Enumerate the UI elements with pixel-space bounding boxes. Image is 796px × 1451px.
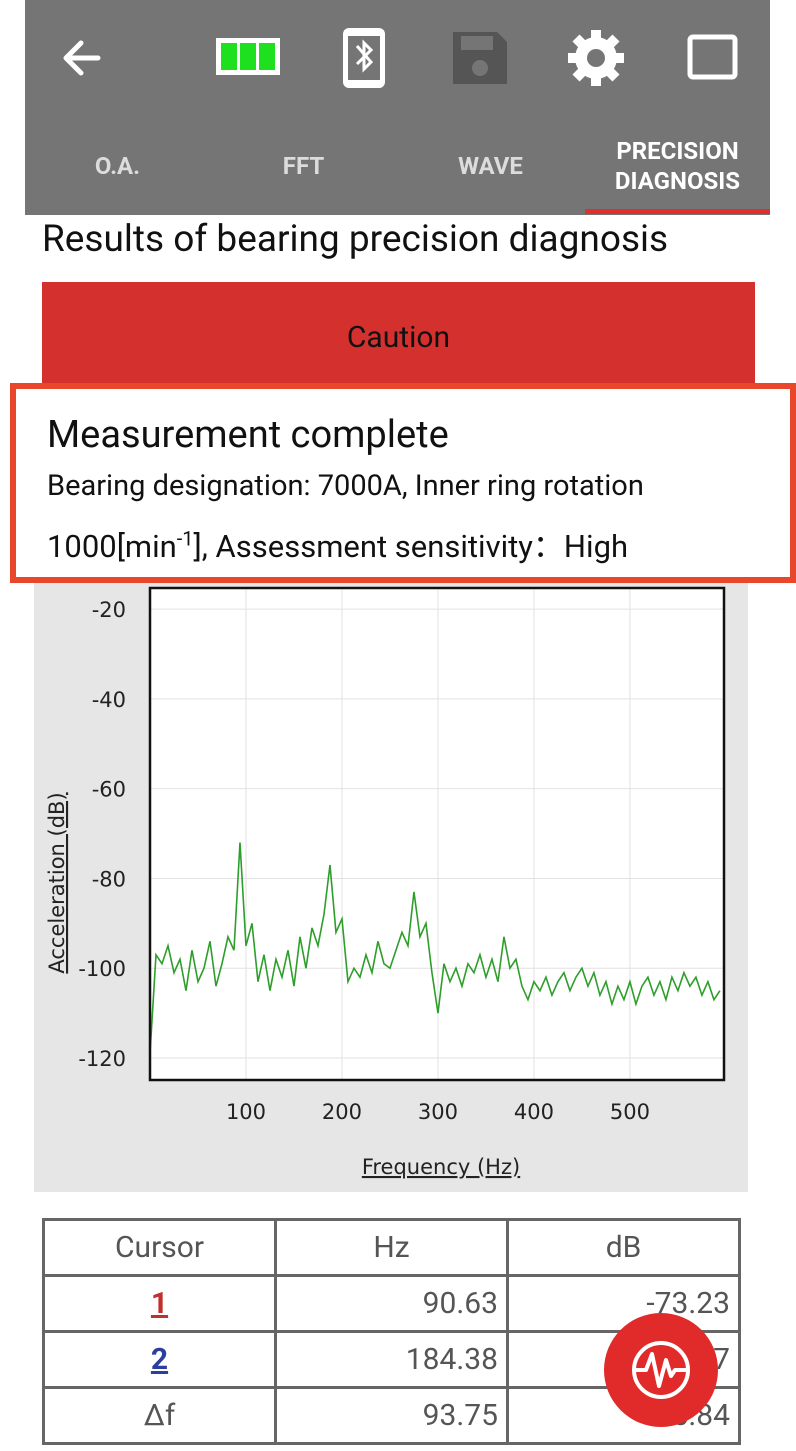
back-button[interactable]	[63, 40, 101, 76]
save-icon	[453, 32, 507, 84]
tab-line: DIAGNOSIS	[614, 167, 741, 195]
app-bar	[25, 0, 770, 215]
status-banner: Caution	[42, 282, 755, 394]
y-tick-label: -20	[92, 598, 126, 622]
tab[interactable]: WAVE	[458, 152, 523, 180]
cursor-link[interactable]: 2	[42, 1330, 277, 1389]
y-tick-label: -40	[92, 688, 126, 712]
header-cell: dB	[506, 1218, 741, 1277]
x-tick-label: 300	[418, 1100, 458, 1124]
header-cell: Cursor	[42, 1218, 277, 1277]
plot-frame	[148, 586, 726, 1082]
settings-icon[interactable]	[568, 30, 624, 86]
tab[interactable]: PRECISION DIAGNOSIS	[585, 135, 770, 197]
data-line	[149, 842, 721, 1054]
message-line: Bearing designation: 7000A, Inner ring r…	[47, 469, 644, 503]
text: 1000[min	[47, 528, 177, 565]
header-cell: Hz	[274, 1218, 509, 1277]
window-icon[interactable]	[687, 34, 738, 80]
cell: 90.63	[274, 1274, 509, 1333]
page-title: Results of bearing precision diagnosis	[42, 218, 669, 261]
battery-icon	[216, 38, 280, 75]
x-tick-label: 500	[610, 1100, 650, 1124]
y-tick-label: -60	[92, 778, 126, 802]
tab[interactable]: O.A.	[94, 152, 141, 180]
message-heading: Measurement complete	[47, 413, 449, 457]
x-tick-label: 100	[226, 1100, 266, 1124]
toolbar-icons	[63, 28, 770, 214]
cell: 184.38	[274, 1330, 509, 1389]
y-tick-label: -80	[92, 867, 126, 891]
x-tick-label: 200	[322, 1100, 362, 1124]
superscript: -1	[176, 526, 194, 551]
message-box: Measurement complete Bearing designation…	[10, 383, 796, 583]
cell: Δf	[42, 1386, 277, 1445]
status-text: Caution	[346, 320, 451, 355]
tab-line: PRECISION	[616, 137, 739, 165]
cursor-link[interactable]: 1	[42, 1274, 277, 1333]
y-tick-label: -100	[78, 957, 126, 981]
x-tick-label: 400	[514, 1100, 554, 1124]
tab-indicator	[585, 209, 770, 214]
measure-fab[interactable]	[603, 1312, 719, 1428]
message-line: 1000[min-1], Assessment sensitivity：High	[47, 521, 628, 566]
y-tick-label: -120	[78, 1047, 126, 1071]
tab[interactable]: FFT	[282, 152, 325, 180]
y-axis-label: Acceleration (dB)	[45, 792, 69, 973]
bluetooth-icon[interactable]	[343, 28, 385, 88]
chart: -20 -40 -60 -80 -100 -120 100 200 300 400 500 Frequ…	[45, 586, 726, 1179]
cell: 93.75	[274, 1386, 509, 1445]
text: ], Assessment sensitivity：High	[193, 528, 629, 565]
x-axis-label: Frequency (Hz)	[362, 1155, 520, 1179]
